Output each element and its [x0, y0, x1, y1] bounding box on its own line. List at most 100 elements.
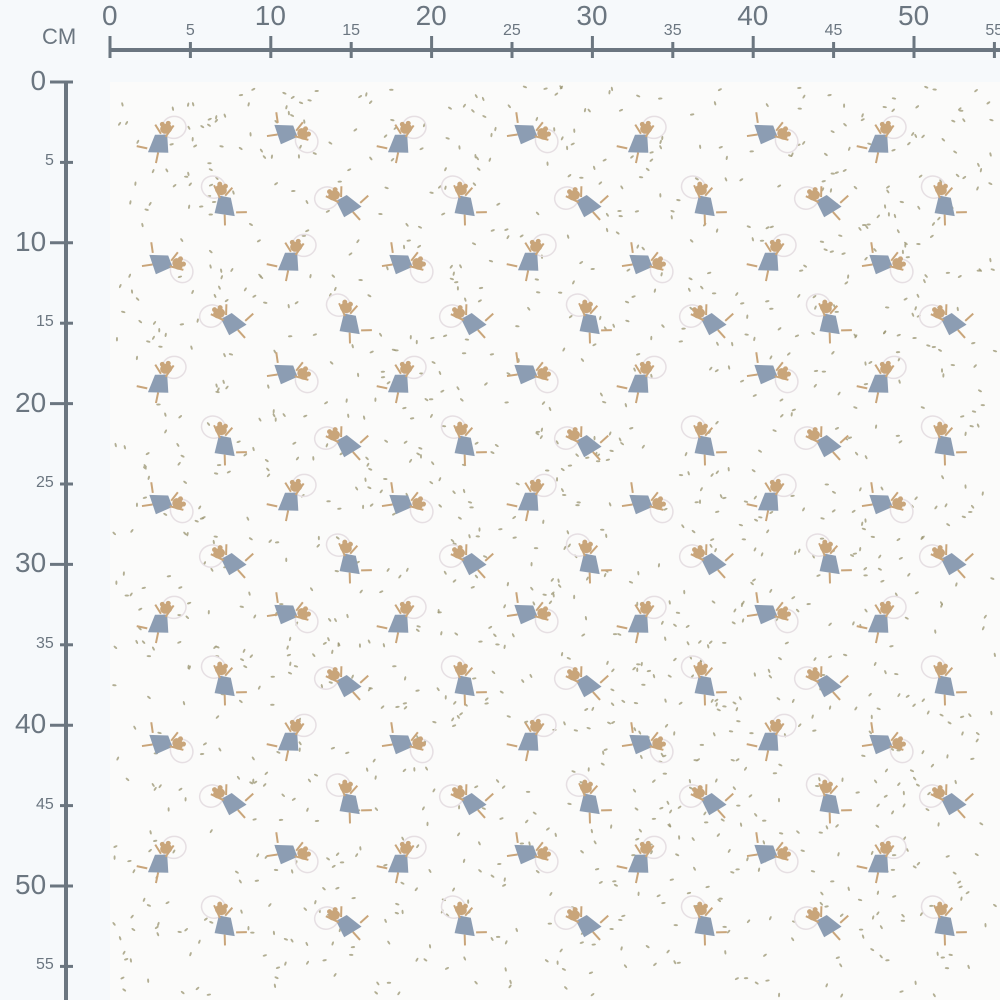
leaf-dot — [464, 338, 470, 341]
mouse-ear — [900, 741, 906, 747]
leaf-dot — [880, 486, 884, 491]
leaf-dot — [339, 861, 345, 864]
mouse-ear — [812, 907, 818, 913]
mouse-leg — [841, 329, 852, 332]
leaf-dot — [688, 287, 691, 292]
mouse-motif — [920, 175, 967, 226]
mouse-ear — [222, 423, 228, 429]
leaf-dot — [232, 190, 235, 195]
leaf-dot — [886, 189, 890, 194]
leaf-dot — [738, 523, 743, 527]
mouse-dress — [694, 195, 715, 217]
mouse-arm — [890, 251, 899, 262]
leaf-dot — [602, 158, 607, 162]
leaf-dot — [620, 442, 624, 446]
mouse-dress — [576, 674, 602, 698]
leaf-dot — [649, 158, 654, 162]
leaf-dot — [666, 800, 670, 805]
leaf-dot — [835, 824, 839, 828]
leaf-dot — [797, 107, 802, 110]
leaf-dot — [274, 182, 278, 186]
leaf-dot — [925, 808, 930, 812]
leaf-dot — [722, 496, 727, 500]
mouse-motif — [376, 115, 427, 164]
mouse-motif — [440, 895, 487, 946]
leaf-dot — [324, 401, 329, 405]
leaf-dot — [268, 903, 272, 907]
mouse-dress — [336, 674, 362, 698]
leaf-dot — [488, 157, 492, 162]
leaf-dot — [824, 152, 828, 157]
leaf-dot — [979, 168, 983, 173]
leaf-dot — [246, 516, 250, 521]
mouse-leg — [964, 552, 974, 562]
leaf-dot — [866, 223, 871, 226]
leaf-dot — [765, 979, 770, 982]
leaf-dot — [778, 763, 783, 767]
leaf-dot — [405, 222, 409, 227]
leaf-dot — [470, 586, 475, 589]
mouse-ear — [822, 539, 828, 545]
mouse-ear — [327, 429, 333, 435]
leaf-dot — [864, 256, 868, 261]
leaf-dot — [912, 703, 916, 707]
leaf-dot — [904, 616, 909, 620]
leaf-dot — [716, 341, 719, 346]
mouse-ear — [567, 189, 573, 195]
leaf-dot — [121, 102, 124, 107]
leaf-dot — [183, 531, 187, 536]
leaf-dot — [645, 167, 650, 172]
leaf-dot — [799, 269, 804, 272]
leaf-dot — [600, 528, 605, 531]
leaf-dot — [552, 593, 555, 598]
leaf-dot — [593, 165, 596, 171]
mouse-dress — [869, 254, 893, 275]
mouse-ear — [827, 301, 833, 307]
leaf-dot — [211, 200, 217, 203]
horizontal-tick-label: 25 — [503, 22, 521, 39]
leaf-dot — [960, 896, 963, 901]
leaf-dot — [164, 429, 167, 434]
leaf-dot — [777, 184, 782, 188]
mouse-ear — [159, 841, 165, 847]
leaf-dot — [152, 839, 158, 842]
mouse-motif — [746, 233, 797, 282]
leaf-dot — [289, 661, 292, 666]
leaf-dot — [138, 626, 142, 631]
leaf-dot — [508, 984, 512, 989]
leaf-dot — [735, 868, 740, 871]
leaf-dot — [912, 337, 917, 340]
leaf-dot — [621, 699, 626, 703]
leaf-dot — [303, 907, 307, 911]
mouse-dress — [274, 844, 298, 865]
mouse-arm — [820, 906, 823, 918]
leaf-dot — [438, 370, 442, 376]
mouse-ear — [885, 360, 891, 366]
mouse-leg — [634, 152, 640, 164]
vertical-tick-label: 40 — [15, 708, 47, 740]
mouse-dress — [576, 914, 602, 938]
mouse-dress — [816, 194, 842, 218]
leaf-dot — [879, 954, 883, 959]
leaf-dot — [610, 688, 615, 692]
leaf-dot — [790, 494, 795, 497]
leaf-dot — [432, 788, 436, 793]
leaf-dot — [769, 355, 773, 360]
leaf-dot — [494, 444, 499, 448]
leaf-dot — [579, 941, 584, 944]
mouse-ear — [399, 601, 405, 607]
mouse-ear — [420, 261, 426, 267]
leaf-dot — [188, 182, 192, 187]
mouse-ear — [692, 787, 698, 793]
leaf-dot — [355, 853, 359, 858]
leaf-dot — [292, 441, 297, 445]
leaf-dot — [327, 637, 330, 642]
leaf-dot — [560, 468, 565, 472]
leaf-dot — [172, 184, 177, 188]
unit-label: CM — [42, 24, 77, 49]
leaf-dot — [180, 238, 184, 242]
leaf-dot — [731, 341, 734, 347]
mouse-dress — [701, 552, 727, 576]
leaf-dot — [704, 821, 709, 824]
